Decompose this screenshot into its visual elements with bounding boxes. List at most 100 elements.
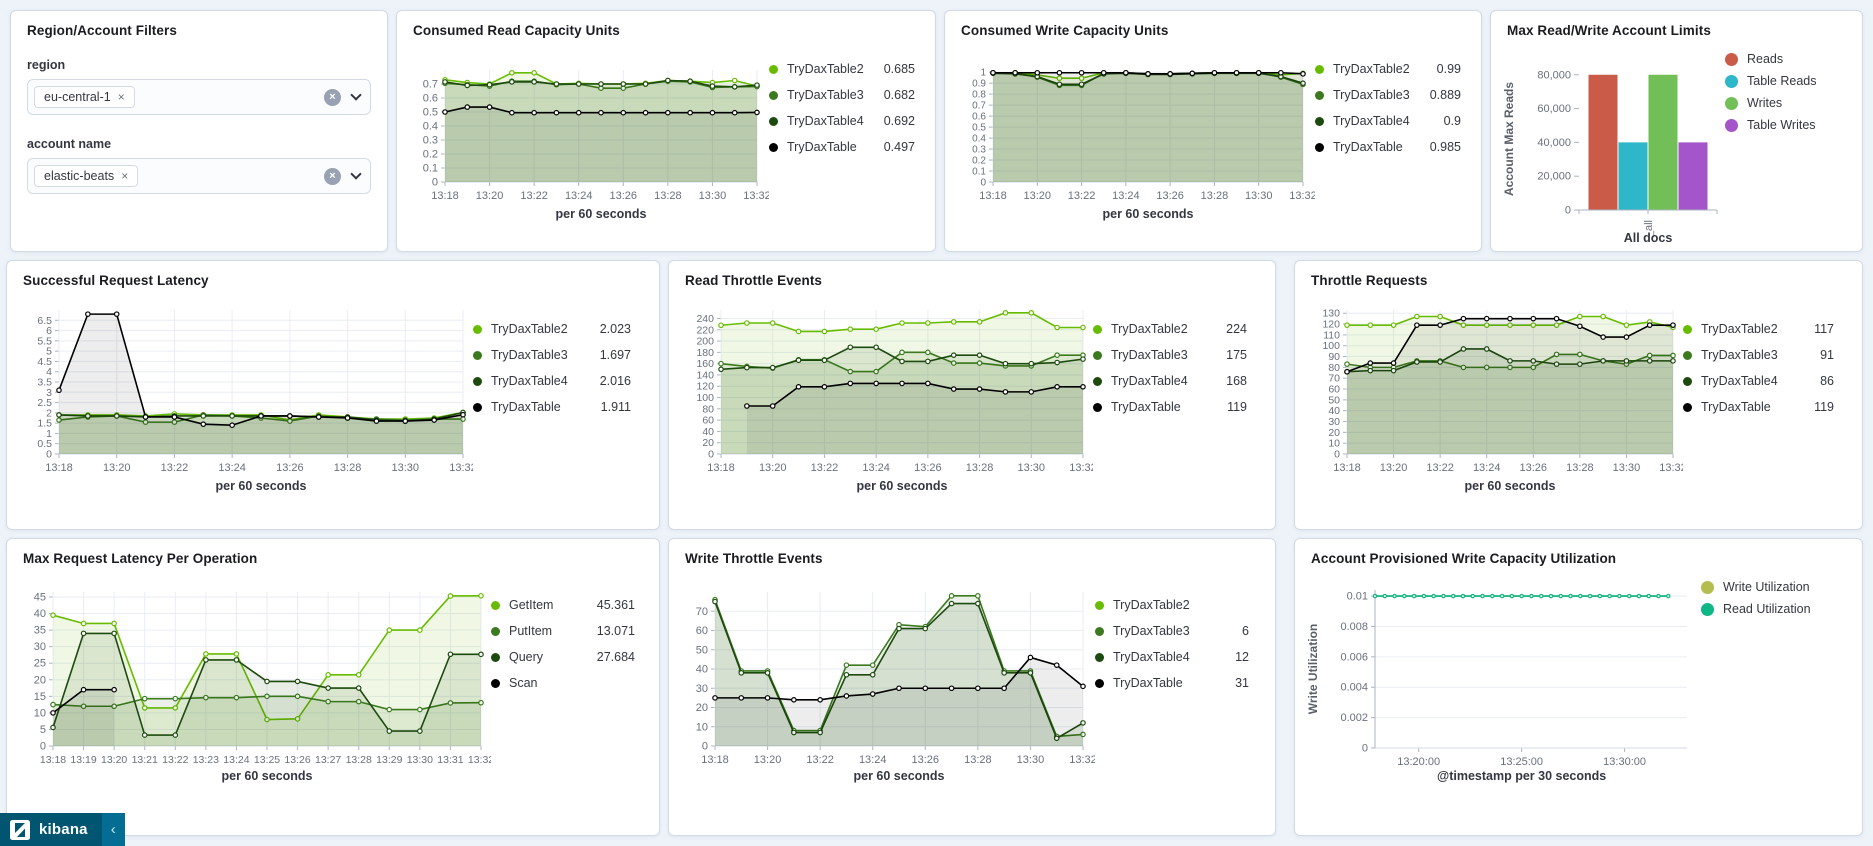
collapse-sidebar-button[interactable]: ‹ (101, 813, 125, 846)
svg-text:6.5: 6.5 (37, 315, 52, 327)
svg-text:13:30: 13:30 (1018, 462, 1046, 474)
legend-series-value: 45.361 (596, 598, 635, 612)
legend-item[interactable]: Write Utilization (1701, 580, 1839, 594)
legend-item[interactable]: TryDaxTable2 2.023 (473, 322, 631, 336)
legend-item[interactable]: TryDaxTable3 6 (1095, 624, 1249, 638)
legend-item[interactable]: Query 27.684 (491, 650, 635, 664)
legend-item[interactable]: TryDaxTable2 (1095, 598, 1249, 612)
region-pill[interactable]: eu-central-1 × (34, 86, 135, 108)
legend-item[interactable]: TryDaxTable4 12 (1095, 650, 1249, 664)
legend-item[interactable]: TryDaxTable4 2.016 (473, 374, 631, 388)
chevron-down-icon[interactable] (350, 89, 362, 101)
series-color-dot (473, 324, 482, 334)
pill-remove-icon[interactable]: × (117, 90, 125, 104)
svg-text:0.3: 0.3 (972, 145, 986, 156)
clear-icon[interactable]: × (324, 88, 341, 106)
legend-series-value: 91 (1820, 348, 1834, 362)
series-color-dot (473, 350, 482, 360)
legend-item[interactable]: TryDaxTable 0.497 (769, 140, 915, 154)
legend-item[interactable]: Table Writes (1725, 118, 1838, 132)
legend-item[interactable]: Scan (491, 676, 635, 690)
kibana-home-link[interactable]: kibana (0, 813, 102, 846)
legend-item[interactable]: TryDaxTable2 0.685 (769, 62, 915, 76)
svg-text:13:20: 13:20 (476, 190, 504, 202)
clear-icon[interactable]: × (324, 167, 341, 185)
svg-text:13:20: 13:20 (754, 754, 782, 766)
legend-item[interactable]: TryDaxTable 31 (1095, 676, 1249, 690)
legend-item[interactable]: TryDaxTable4 168 (1093, 374, 1247, 388)
svg-text:30: 30 (34, 641, 46, 653)
write-throttle-chart[interactable]: 0 10 20 30 40 50 60 70 13:18 13:20 13:22 13:24 13:26… (675, 570, 1095, 786)
consumed-write-chart[interactable]: 00.10.20.30.40.50.60.70.80.91 13:18 13:20 1… (951, 42, 1315, 224)
svg-text:13:27: 13:27 (315, 754, 341, 766)
legend-item[interactable]: Writes (1725, 96, 1838, 110)
panel-title: Max Request Latency Per Operation (23, 551, 258, 566)
legend-item[interactable]: TryDaxTable2 117 (1683, 322, 1834, 336)
legend-item[interactable]: TryDaxTable3 0.682 (769, 88, 915, 102)
legend-series-name: TryDaxTable2 (1701, 322, 1778, 336)
svg-text:0.5: 0.5 (972, 123, 986, 134)
svg-text:1: 1 (46, 428, 52, 440)
kibana-wordmark: kibana (39, 821, 88, 838)
legend-series-name: TryDaxTable (787, 140, 857, 154)
series-color-dot (1315, 90, 1324, 100)
legend-item[interactable]: TryDaxTable4 0.692 (769, 114, 915, 128)
legend-item[interactable]: TryDaxTable3 1.697 (473, 348, 631, 362)
panel-consumed-write-capacity: Consumed Write Capacity Units 0 0.1 0.2 0.3… (944, 10, 1482, 252)
legend-item[interactable]: TryDaxTable 119 (1093, 400, 1247, 414)
svg-text:13:32: 13:32 (1289, 190, 1315, 202)
legend-item[interactable]: TryDaxTable 119 (1683, 400, 1834, 414)
legend-item[interactable]: TryDaxTable4 0.9 (1315, 114, 1461, 128)
svg-text:13:32: 13:32 (1069, 462, 1093, 474)
legend-item[interactable]: TryDaxTable3 175 (1093, 348, 1247, 362)
legend-series-name: TryDaxTable2 (787, 62, 864, 76)
max-request-latency-chart[interactable]: 0 5 10 15 20 25 30 35 40 45 13:18 13:19 13:20 13:21 13… (13, 570, 491, 786)
svg-text:13:28: 13:28 (334, 462, 362, 474)
region-combobox[interactable]: eu-central-1 × × (27, 79, 371, 115)
legend-item[interactable]: TryDaxTable 1.911 (473, 400, 631, 414)
consumed-read-chart[interactable]: 0 0.1 0.2 0.3 0.4 0.5 0.6 0.7 13:18 13:20 13:22 13:… (403, 42, 769, 224)
series-color-dot (1095, 652, 1104, 662)
svg-text:13:22: 13:22 (1426, 462, 1454, 474)
series-color-dot (1701, 602, 1714, 616)
legend-item[interactable]: Reads (1725, 52, 1838, 66)
legend-item[interactable]: TryDaxTable3 91 (1683, 348, 1834, 362)
svg-text:13:30: 13:30 (699, 190, 727, 202)
series-color-dot (1095, 600, 1104, 610)
panel-title: Account Provisioned Write Capacity Utili… (1311, 551, 1617, 566)
legend-series-name: TryDaxTable4 (491, 374, 568, 388)
svg-text:13:22: 13:22 (162, 754, 188, 766)
legend-item[interactable]: TryDaxTable3 0.889 (1315, 88, 1461, 102)
legend-item[interactable]: TryDaxTable2 0.99 (1315, 62, 1461, 76)
pill-remove-icon[interactable]: × (121, 169, 129, 183)
svg-text:60: 60 (696, 625, 708, 637)
legend-item[interactable]: TryDaxTable4 86 (1683, 374, 1834, 388)
panel-throttle-requests: Throttle Requests 0 10 20 30 40 50 60 70 80 90 100… (1294, 260, 1863, 530)
svg-text:70: 70 (1328, 373, 1340, 385)
svg-text:All docs: All docs (1624, 231, 1673, 245)
legend-item[interactable]: Read Utilization (1701, 602, 1839, 616)
legend-item[interactable]: GetItem 45.361 (491, 598, 635, 612)
chevron-down-icon[interactable] (350, 168, 362, 180)
legend-item[interactable]: TryDaxTable 0.985 (1315, 140, 1461, 154)
svg-text:0.6: 0.6 (972, 112, 986, 123)
account-pill[interactable]: elastic-beats × (34, 165, 139, 187)
svg-text:70: 70 (696, 606, 708, 618)
max-limits-bar-chart[interactable]: 0 20,000 40,000 60,000 80,000 _all Account Max… (1497, 42, 1725, 248)
legend-series-name: TryDaxTable3 (491, 348, 568, 362)
legend-item[interactable]: TryDaxTable2 224 (1093, 322, 1247, 336)
svg-text:20: 20 (1328, 427, 1340, 439)
account-write-utilization-chart[interactable]: 0 0.002 0.004 0.006 0.008 0.01 13:20:00 13:25:0… (1301, 570, 1701, 786)
svg-text:0.4: 0.4 (972, 134, 986, 145)
svg-text:per 60 seconds: per 60 seconds (221, 769, 312, 783)
successful-latency-chart[interactable]: 00.511.522.533.544.555.566.5 13:18 13:20 13… (13, 292, 473, 496)
svg-text:0: 0 (1334, 449, 1340, 461)
legend-series-value: 117 (1814, 322, 1834, 336)
legend-item[interactable]: PutItem 13.071 (491, 624, 635, 638)
account-combobox[interactable]: elastic-beats × × (27, 158, 371, 194)
legend-item[interactable]: Table Reads (1725, 74, 1838, 88)
svg-text:13:20: 13:20 (103, 462, 131, 474)
svg-text:13:32: 13:32 (468, 754, 491, 766)
